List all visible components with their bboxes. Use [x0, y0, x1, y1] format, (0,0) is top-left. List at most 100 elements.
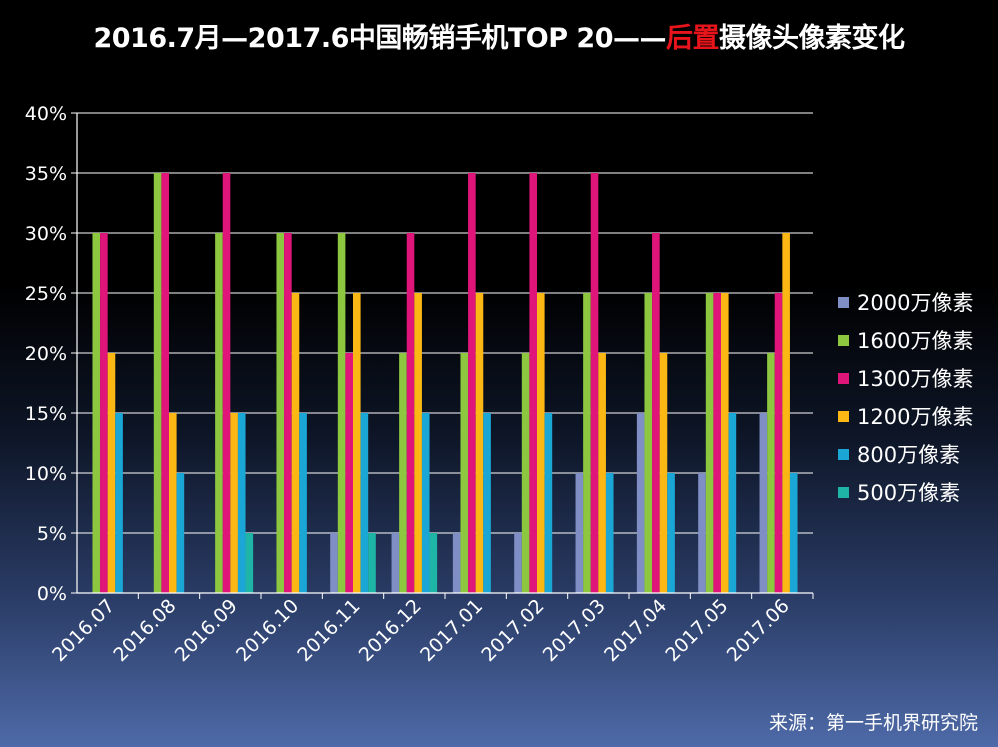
- bar: [598, 353, 606, 593]
- bar: [728, 413, 737, 593]
- bar: [529, 173, 537, 593]
- bar: [406, 233, 415, 593]
- x-tick-label: 2017.04: [600, 595, 671, 666]
- legend-item: 1200万像素: [838, 397, 973, 435]
- legend-swatch: [838, 486, 849, 498]
- bar: [414, 293, 422, 593]
- legend-swatch: [838, 410, 849, 422]
- bar: [299, 413, 307, 593]
- bar: [652, 233, 660, 593]
- chart-title: 2016.7月—2017.6中国畅销手机TOP 20——后置摄像头像素变化: [0, 16, 998, 55]
- x-tick-label: 2016.08: [109, 595, 180, 666]
- bar: [291, 293, 300, 593]
- bar: [698, 473, 706, 593]
- bar: [667, 473, 675, 593]
- bar: [544, 413, 553, 593]
- legend-label: 1600万像素: [857, 329, 974, 353]
- bar: [590, 173, 599, 593]
- bar: [759, 413, 768, 593]
- bar: [537, 293, 545, 593]
- legend-label: 2000万像素: [857, 291, 974, 315]
- bar: [391, 533, 400, 593]
- bar: [345, 353, 353, 593]
- bar: [330, 533, 338, 593]
- bar: [644, 293, 653, 593]
- source-note: 来源：第一手机界研究院: [768, 712, 978, 734]
- legend-item: 1600万像素: [838, 321, 973, 359]
- legend-swatch: [838, 296, 849, 308]
- x-tick-label: 2016.09: [171, 595, 242, 666]
- bar: [92, 233, 101, 593]
- y-tick-label: 0%: [37, 583, 67, 605]
- bar: [284, 233, 292, 593]
- bar: [153, 173, 162, 593]
- bar: [421, 413, 430, 593]
- y-tick-label: 15%: [25, 403, 67, 425]
- axes: [71, 112, 814, 599]
- bar: [713, 293, 721, 593]
- x-tick-label: 2017.01: [416, 595, 487, 666]
- legend-item: 800万像素: [838, 435, 973, 473]
- title-part1: 2016.7月—2017.6中国畅销手机TOP 20——: [93, 23, 666, 54]
- bar: [583, 293, 591, 593]
- y-tick-label: 10%: [25, 463, 67, 485]
- x-tick-label: 2016.10: [232, 595, 303, 666]
- bar: [107, 353, 116, 593]
- x-tick-label: 2016.07: [48, 595, 119, 666]
- bar: [176, 473, 185, 593]
- legend-label: 800万像素: [857, 443, 961, 467]
- legend-label: 1200万像素: [857, 405, 974, 429]
- y-tick-label: 30%: [25, 223, 67, 245]
- bar: [169, 413, 177, 593]
- title-part2: 摄像头像素变化: [719, 23, 905, 54]
- bar: [215, 233, 223, 593]
- bar: [605, 473, 614, 593]
- bars: [92, 173, 798, 593]
- y-tick-label: 25%: [25, 283, 67, 305]
- bar: [452, 533, 461, 593]
- bar: [575, 473, 584, 593]
- bar: [230, 413, 238, 593]
- x-tick-label: 2016.12: [355, 595, 426, 666]
- bar: [636, 413, 645, 593]
- bar: [782, 233, 790, 593]
- y-tick-label: 35%: [25, 163, 67, 185]
- bar: [483, 413, 491, 593]
- bar: [353, 293, 361, 593]
- y-tick-label: 20%: [25, 343, 67, 365]
- x-tick-label: 2017.06: [723, 595, 794, 666]
- y-tick-label: 40%: [25, 103, 67, 125]
- bar: [514, 533, 522, 593]
- gridlines: [77, 112, 813, 534]
- legend-swatch: [838, 448, 849, 460]
- bar: [222, 173, 231, 593]
- bar: [705, 293, 714, 593]
- bar: [276, 233, 285, 593]
- bar: [774, 293, 783, 593]
- bar: [789, 473, 798, 593]
- bar: [475, 293, 484, 593]
- legend-swatch: [838, 334, 849, 346]
- bar: [245, 533, 254, 593]
- legend-item: 1300万像素: [838, 359, 973, 397]
- bar: [468, 173, 476, 593]
- y-tick-label: 5%: [37, 523, 67, 545]
- x-tick-label: 2017.03: [539, 595, 610, 666]
- bar: [100, 233, 108, 593]
- title-highlight: 后置: [666, 23, 720, 54]
- bar: [368, 533, 376, 593]
- x-tick-label: 2016.11: [293, 595, 364, 666]
- bar: [767, 353, 775, 593]
- legend-label: 1300万像素: [857, 367, 974, 391]
- x-tick-label: 2017.02: [477, 595, 548, 666]
- bar: [460, 353, 469, 593]
- legend: 2000万像素 1600万像素 1300万像素 1200万像素 800万像素 500万像素: [838, 283, 973, 511]
- bar: [399, 353, 407, 593]
- bar: [659, 353, 668, 593]
- legend-item: 2000万像素: [838, 283, 973, 321]
- bar: [161, 173, 169, 593]
- bar: [721, 293, 729, 593]
- bar: [521, 353, 530, 593]
- legend-swatch: [838, 372, 849, 384]
